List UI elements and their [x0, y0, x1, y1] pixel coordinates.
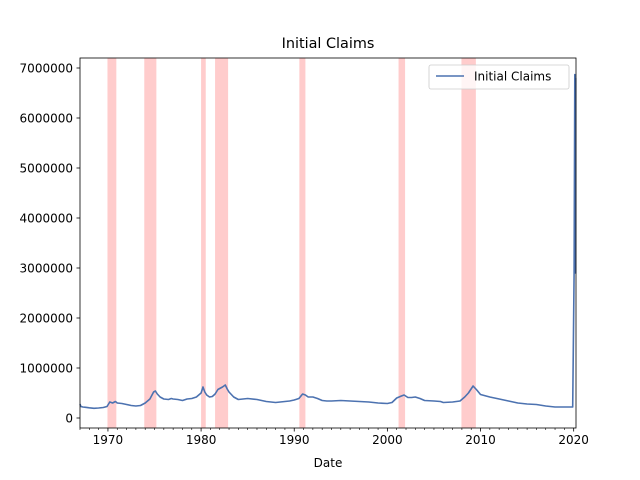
recession-band	[398, 58, 406, 428]
y-tick-label: 6000000	[20, 112, 73, 126]
y-tick-label: 7000000	[20, 62, 73, 76]
y-tick-label: 1000000	[20, 362, 73, 376]
x-tick-label: 2010	[465, 433, 496, 447]
x-tick-label: 1980	[186, 433, 217, 447]
recession-band	[299, 58, 306, 428]
chart-title: Initial Claims	[282, 36, 375, 52]
recession-band	[461, 58, 476, 428]
y-tick-label: 4000000	[20, 212, 73, 226]
series-lines	[79, 73, 577, 410]
x-tick-label: 1970	[93, 433, 124, 447]
x-axis: 1970 1980 1990 2000 2010 2020	[79, 428, 589, 447]
legend-entry-initial-claims: Initial Claims	[474, 70, 551, 84]
x-axis-label: Date	[314, 456, 343, 470]
y-tick-label: 5000000	[20, 162, 73, 176]
y-axis: 0 1000000 2000000 3000000 4000000 5000000 6000…	[20, 62, 80, 426]
y-tick-label: 0	[65, 412, 73, 426]
recession-band	[107, 58, 117, 428]
legend: Initial Claims	[428, 64, 570, 90]
legend-box	[428, 64, 570, 90]
series-line-initial-claims	[79, 73, 577, 410]
recession-band	[144, 58, 157, 428]
recession-band	[201, 58, 206, 428]
x-tick-label: 2000	[372, 433, 403, 447]
y-tick-label: 3000000	[20, 262, 73, 276]
y-tick-label: 2000000	[20, 312, 73, 326]
x-tick-label: 2020	[558, 433, 589, 447]
plot-frame	[79, 57, 577, 429]
x-tick-label: 1990	[279, 433, 310, 447]
recession-bands	[107, 58, 476, 428]
recession-band	[215, 58, 229, 428]
